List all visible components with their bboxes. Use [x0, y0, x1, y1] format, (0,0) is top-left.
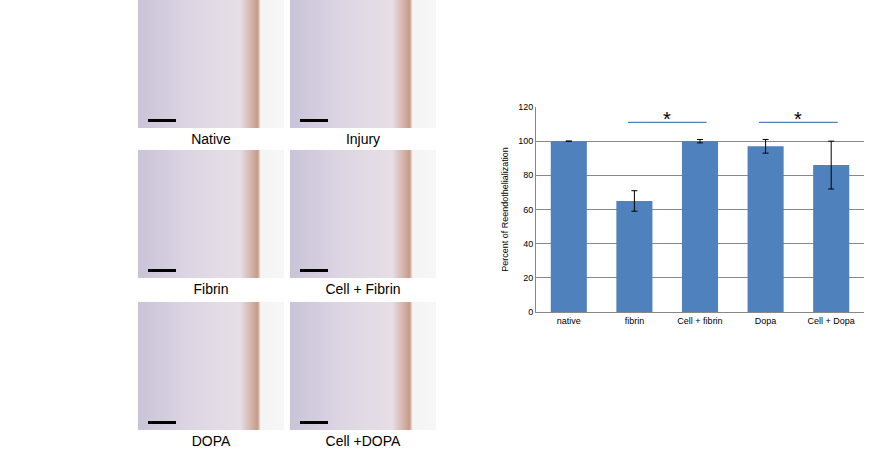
- svg-text:0: 0: [528, 307, 533, 317]
- svg-text:40: 40: [523, 239, 533, 249]
- svg-text:native: native: [557, 316, 581, 326]
- svg-text:Dopa: Dopa: [755, 316, 777, 326]
- svg-text:120: 120: [518, 102, 533, 112]
- html-text:Injury: Injury: [345, 131, 381, 147]
- html-text:Fibrin: Fibrin: [193, 281, 229, 297]
- svg-text:Cell + Dopa: Cell + Dopa: [808, 316, 855, 326]
- svg-text:*: *: [794, 108, 802, 130]
- svg-text:Cell + fibrin: Cell + fibrin: [677, 316, 722, 326]
- svg-text:fibrin: fibrin: [625, 316, 645, 326]
- html-text:Native: Native: [191, 131, 231, 147]
- html-text:Cell + Fibrin: Cell + Fibrin: [325, 281, 401, 297]
- html-text:Cell +DOPA: Cell +DOPA: [325, 433, 401, 449]
- svg-text:80: 80: [523, 170, 533, 180]
- svg-text:Percent of Reendothelializatio: Percent of Reendothelialization: [500, 147, 510, 272]
- svg-text:*: *: [663, 108, 671, 130]
- svg-text:60: 60: [523, 205, 533, 215]
- svg-text:20: 20: [523, 273, 533, 283]
- svg-text:100: 100: [518, 136, 533, 146]
- html-text:DOPA: DOPA: [191, 433, 231, 449]
